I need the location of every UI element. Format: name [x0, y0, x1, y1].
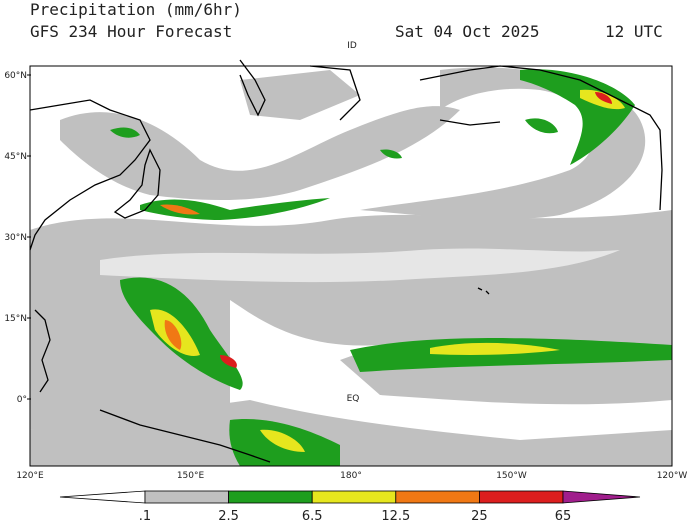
colorbar-label: 25 — [471, 509, 488, 524]
colorbar-segment — [59, 490, 146, 504]
lat-label: 60°N — [4, 71, 27, 81]
colorbar-segment — [228, 490, 313, 504]
colorbar: .1 2.5 6.5 12.5 25 65 — [59, 490, 641, 524]
precip-field — [30, 67, 672, 466]
map-title: Precipitation (mm/6hr) — [30, 0, 242, 19]
axis-labels: 60°N 45°N 30°N 15°N 0° 120°E 150°E 180° 150°W 120… — [4, 71, 687, 481]
colorbar-segment — [395, 490, 480, 504]
map-annotation: EQ — [347, 394, 360, 404]
lon-label: 180° — [340, 471, 362, 481]
map-annotation: ID — [347, 41, 357, 51]
lat-label: 45°N — [4, 152, 27, 162]
forecast-date: Sat 04 Oct 2025 — [395, 22, 540, 41]
lon-label: 120°W — [657, 471, 688, 481]
map-subtitle: GFS 234 Hour Forecast — [30, 22, 232, 41]
lon-label: 150°W — [496, 471, 527, 481]
forecast-time: 12 UTC — [605, 22, 663, 41]
lat-label: 15°N — [4, 314, 27, 324]
map-frame — [29, 65, 673, 467]
coastlines — [29, 59, 663, 463]
lon-label: 120°E — [16, 471, 44, 481]
map-area: ID EQ — [29, 41, 673, 467]
lon-label: 150°E — [177, 471, 205, 481]
colorbar-segment — [478, 490, 564, 504]
colorbar-label: 12.5 — [381, 509, 410, 524]
colorbar-segment — [562, 490, 641, 504]
colorbar-label: .1 — [139, 509, 151, 524]
colorbar-label: 65 — [555, 509, 572, 524]
colorbar-segment — [144, 490, 229, 504]
lat-label: 30°N — [4, 233, 27, 243]
colorbar-segment — [311, 490, 397, 504]
lat-label: 0° — [17, 395, 27, 405]
colorbar-label: 2.5 — [218, 509, 239, 524]
colorbar-label: 6.5 — [302, 509, 323, 524]
